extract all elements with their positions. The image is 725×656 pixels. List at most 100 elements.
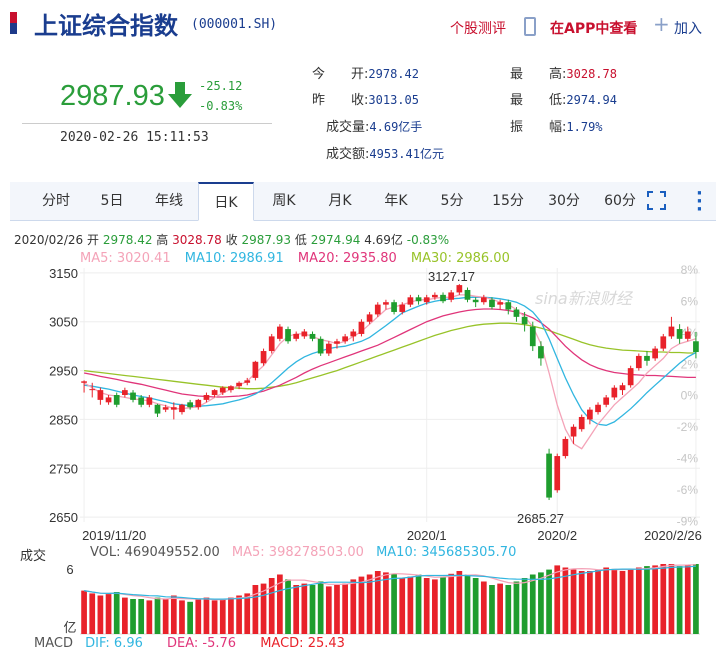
candle-body [260, 351, 267, 364]
ma20-line [83, 308, 696, 398]
candle-body [521, 316, 528, 325]
pct-tick-label: 0% [681, 389, 699, 403]
high-annotation: 3127.17 [428, 269, 475, 284]
ohlc-summary: 2020/02/26 开 2978.42 高 3028.78 收 2987.93… [14, 231, 449, 248]
candle-body [203, 395, 210, 400]
y-tick-label: 2850 [49, 412, 78, 427]
ohlc-open: 2978.42 [102, 233, 153, 247]
volume-bar [236, 595, 242, 634]
candle-body [358, 321, 365, 334]
candle-body [317, 338, 324, 354]
candle-body [660, 336, 667, 349]
x-axis-label: 2020/2/26 [644, 528, 702, 543]
candle-body [415, 297, 422, 302]
stock-eval-link[interactable]: 个股测评 [450, 21, 506, 37]
candle-body [423, 297, 430, 303]
period-tabs: 分时 5日 年线 日K 周K 月K 年K 5分 15分 30分 60分 · · · [10, 182, 716, 221]
volume-bar [113, 592, 120, 634]
open-in-app-link[interactable]: 在APP中查看 [550, 21, 638, 37]
volume-bar [480, 581, 487, 634]
tab-year-line[interactable]: 年线 [155, 193, 183, 209]
volume-bar [89, 593, 96, 634]
ohlc-pct: -0.83% [406, 233, 450, 247]
x-axis-label: 2020/2 [537, 528, 577, 543]
y-tick-label: 3150 [49, 266, 78, 281]
volume-bar [228, 597, 234, 634]
macd-legend: MACD DIF: 6.96 DEA: -5.76 MACD: 25.43 [34, 636, 345, 651]
candle-body [89, 389, 96, 391]
tab-yearly-k[interactable]: 年K [384, 193, 408, 209]
add-to-watchlist-link[interactable]: 加入 [674, 21, 702, 37]
candle-body [342, 336, 348, 342]
volume-bar [570, 569, 577, 634]
volume-bar [456, 571, 463, 634]
candle-body [236, 382, 242, 387]
candle-body [570, 426, 577, 437]
x-axis-label: 2020/1 [407, 528, 447, 543]
volume-bar [146, 600, 153, 634]
volume-bar [635, 567, 642, 634]
tab-weekly-k[interactable]: 周K [272, 193, 296, 209]
stat-amplitude-label: 振 幅: [510, 120, 567, 135]
candle-body [684, 331, 691, 339]
stat-open-value: 2978.42 [368, 67, 419, 81]
candle-body [578, 416, 585, 430]
volume-bar [211, 600, 218, 634]
ohlc-date: 2020/02/26 [14, 233, 84, 247]
ohlc-volume: 4.69亿 [364, 233, 403, 247]
candle-body [309, 333, 316, 339]
fullscreen-icon[interactable] [647, 191, 666, 210]
watermark: sina新浪财经 [535, 289, 634, 308]
volume-bar [627, 569, 634, 634]
candle-body [179, 404, 185, 413]
candle-body [472, 299, 479, 303]
candle-body [162, 407, 169, 410]
stat-low-value: 2974.94 [566, 93, 617, 107]
tab-intraday[interactable]: 分时 [42, 193, 70, 209]
candle-body [538, 346, 544, 359]
candle-body [170, 407, 177, 410]
volume-bar [325, 586, 332, 634]
last-price: 2987.93 [60, 80, 165, 112]
candle-body [154, 404, 161, 414]
y-tick-label: 3050 [49, 315, 78, 330]
volume-bar [578, 571, 585, 634]
volume-bar [285, 579, 291, 634]
tab-30min[interactable]: 30分 [548, 193, 580, 209]
volume-bar [529, 574, 536, 634]
stat-volume-label: 成交量: [326, 120, 370, 135]
volume-bar [138, 599, 145, 634]
volume-bar [464, 574, 471, 634]
volume-bar [619, 571, 626, 634]
volume-ma-line [83, 564, 696, 601]
stat-high-value: 3028.78 [566, 67, 617, 81]
down-arrow-icon [168, 82, 192, 108]
macd-label: MACD [34, 636, 73, 651]
quote-datetime: 2020-02-26 15:11:53 [60, 130, 209, 145]
tab-5day[interactable]: 5日 [100, 193, 124, 209]
volume-bar [497, 583, 503, 634]
plus-icon[interactable]: + [653, 12, 670, 36]
candle-body [383, 302, 389, 305]
candle-body [219, 387, 226, 393]
candle-body [350, 331, 357, 337]
header: 上证综合指数 (000001.SH) 个股测评 在APP中查看 + 加入 [0, 0, 725, 56]
volume-bar [693, 564, 699, 634]
volume-bar [358, 576, 365, 634]
tab-5min[interactable]: 5分 [440, 193, 464, 209]
volume-bar [391, 573, 397, 634]
phone-icon [524, 17, 536, 36]
macd-value: MACD: 25.43 [260, 636, 345, 651]
candle-body [587, 409, 593, 420]
tab-daily-k[interactable]: 日K [198, 182, 254, 221]
ma5-line [83, 294, 697, 450]
volume-bar [366, 574, 373, 634]
volume-bar [562, 567, 569, 634]
tab-monthly-k[interactable]: 月K [328, 193, 352, 209]
candle-body [489, 299, 495, 308]
tab-60min[interactable]: 60分 [604, 193, 636, 209]
tab-15min[interactable]: 15分 [492, 193, 524, 209]
more-icon[interactable]: · · · [696, 183, 703, 220]
candle-body [374, 304, 381, 315]
volume-tick: 6 [66, 562, 73, 577]
